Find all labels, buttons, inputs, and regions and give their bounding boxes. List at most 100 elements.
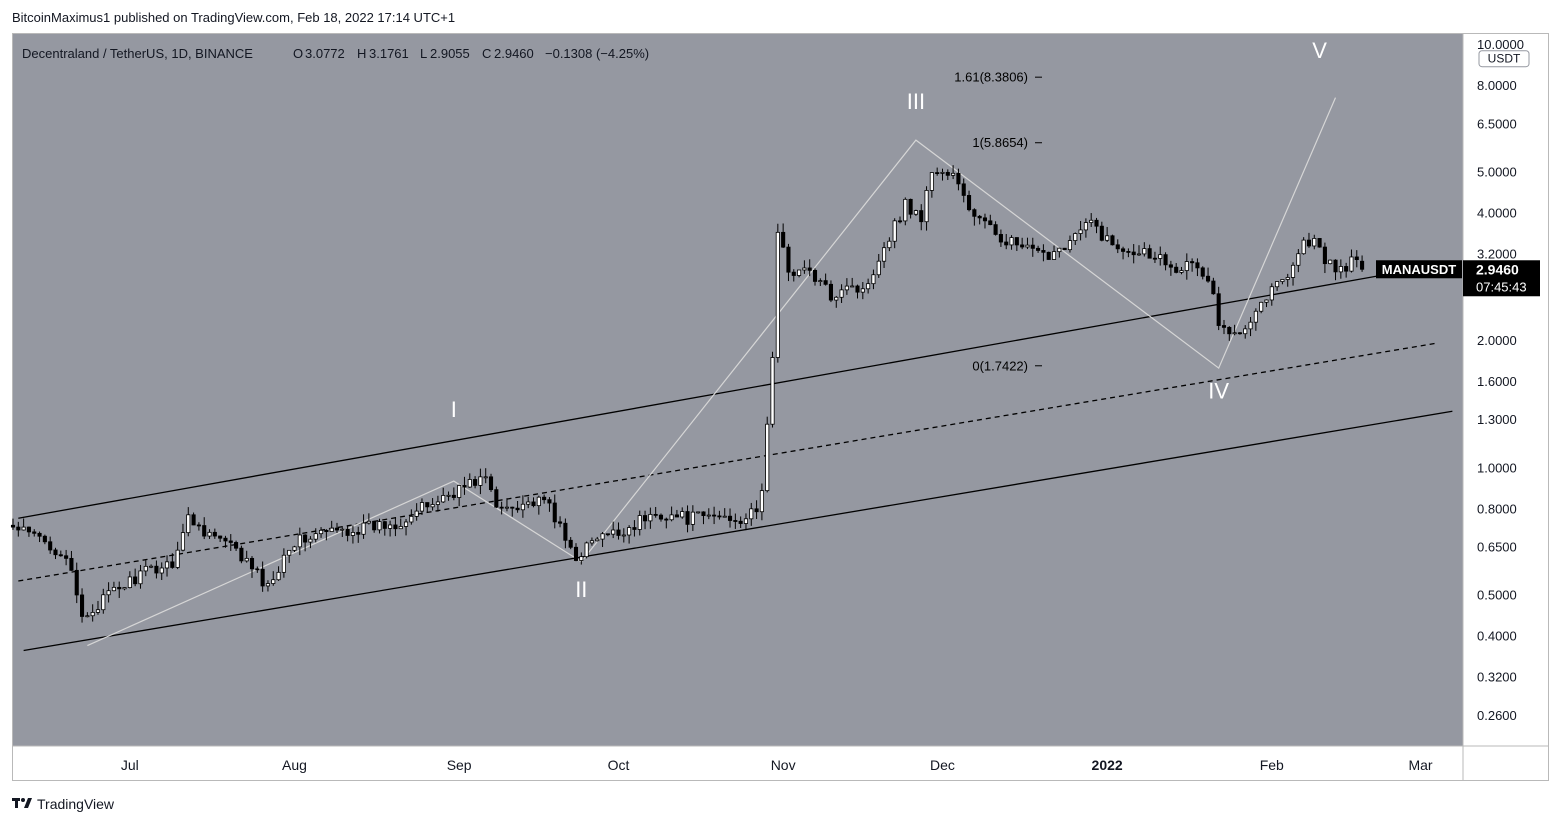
candle — [770, 351, 775, 428]
candle — [202, 517, 207, 540]
symbol-name: Decentraland / TetherUS, 1D, BINANCE — [22, 46, 253, 61]
candle — [1083, 218, 1088, 238]
candle — [10, 518, 16, 530]
candle-body — [1243, 328, 1248, 335]
candle — [690, 505, 695, 531]
candle-body — [531, 501, 536, 507]
candle — [1126, 248, 1131, 258]
candle-body — [308, 538, 313, 543]
candle-body — [1317, 238, 1322, 248]
candle — [1057, 247, 1062, 258]
last-price-label: 2.9460 — [1476, 261, 1519, 277]
candle — [552, 494, 557, 529]
candle — [228, 534, 233, 551]
candle-body — [696, 511, 701, 514]
candle — [1221, 319, 1227, 335]
candle-body — [228, 540, 233, 543]
candle — [462, 476, 467, 495]
axes: 10.0000 8.0000 6.5000 5.0000 4.0000 3.2000 2.0… — [13, 34, 1548, 781]
candle — [648, 507, 653, 529]
candle — [876, 253, 881, 278]
candle-body — [1349, 256, 1354, 272]
close-value: 2.9460 — [494, 46, 534, 61]
candle-body — [488, 476, 494, 491]
candle-body — [403, 521, 409, 527]
candle — [1211, 277, 1216, 295]
candle-body — [547, 499, 552, 504]
fib-level-label: 0(1.7422) — [972, 358, 1028, 373]
candle — [1248, 317, 1253, 337]
candle-body — [1078, 229, 1083, 234]
candle — [775, 223, 780, 363]
candle — [1290, 262, 1296, 286]
candle — [1360, 255, 1365, 272]
candle — [388, 520, 393, 537]
y-tick-label: 6.5000 — [1477, 116, 1517, 131]
candle-body — [1126, 251, 1131, 253]
candle-body — [791, 271, 796, 276]
candle — [1067, 235, 1073, 253]
candle — [759, 483, 764, 521]
candle-body — [42, 535, 47, 543]
candle — [669, 506, 674, 522]
candle-body — [21, 526, 26, 531]
candle-body — [685, 511, 690, 525]
candle — [287, 549, 292, 563]
candle-body — [345, 528, 350, 536]
candle — [170, 553, 175, 569]
candle-body — [844, 285, 849, 291]
candle-body — [701, 511, 706, 517]
candle-body — [58, 554, 63, 557]
y-tick-label: 1.3000 — [1477, 412, 1517, 427]
candle-body — [1073, 233, 1078, 241]
candle — [80, 588, 85, 623]
candle — [1073, 232, 1078, 246]
brand-footer[interactable]: TradingView — [12, 796, 114, 812]
candle — [48, 536, 53, 554]
candle — [1275, 281, 1280, 291]
y-tick-label: 10.0000 — [1477, 37, 1524, 52]
candle — [1115, 239, 1120, 254]
candle — [1317, 238, 1322, 248]
candle-body — [573, 546, 579, 561]
candle-body — [892, 220, 897, 242]
candle-body — [1136, 253, 1142, 256]
candle — [866, 278, 871, 294]
candle — [32, 529, 37, 537]
candle-body — [430, 504, 435, 508]
candle-body — [1051, 251, 1057, 260]
candle — [1190, 258, 1195, 272]
candle-body — [435, 501, 440, 505]
brand-name: TradingView — [37, 796, 115, 812]
y-tick-label: 0.5000 — [1477, 588, 1517, 603]
candle — [621, 528, 626, 543]
candle-body — [1105, 235, 1110, 241]
candle-body — [653, 513, 658, 516]
candle — [536, 495, 541, 515]
candle-body — [186, 514, 191, 534]
close-label: C — [482, 46, 491, 61]
candle-body — [658, 514, 664, 520]
candle — [1099, 221, 1104, 242]
candle-body — [1338, 266, 1343, 273]
candle-body — [255, 568, 260, 571]
candle — [16, 521, 21, 537]
candle-body — [159, 567, 164, 574]
candle — [1078, 221, 1083, 241]
candle-body — [1046, 251, 1051, 260]
candle — [37, 531, 42, 543]
candle-body — [127, 576, 132, 588]
candle — [839, 284, 844, 303]
candle-body — [398, 526, 403, 530]
candle — [488, 473, 494, 492]
candle-body — [882, 247, 887, 262]
candle-body — [393, 524, 398, 530]
candle — [887, 237, 892, 252]
candle-body — [212, 531, 217, 537]
last-price-box — [1463, 260, 1540, 297]
candle — [1004, 234, 1009, 250]
candle — [897, 216, 903, 224]
candle — [568, 537, 573, 550]
candle — [1142, 242, 1147, 257]
